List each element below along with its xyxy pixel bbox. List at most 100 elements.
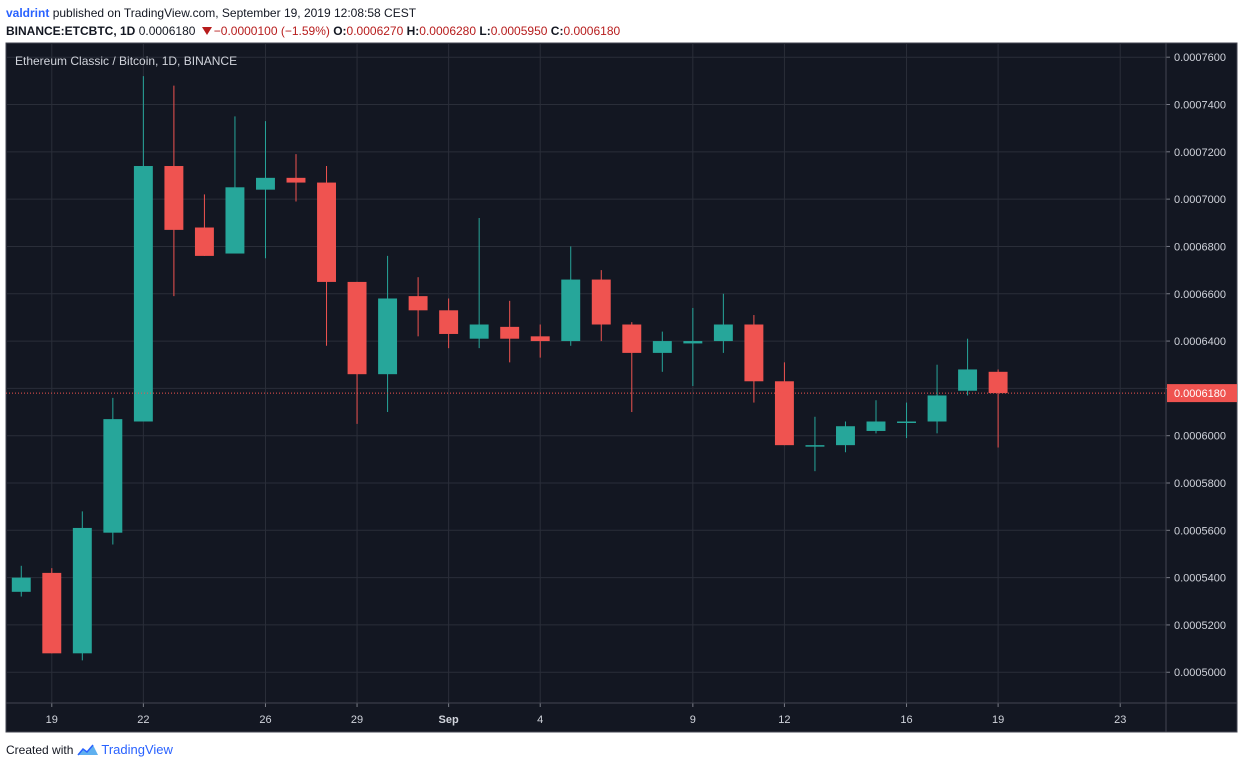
candle xyxy=(805,416,825,472)
y-tick-label: 0.0005400 xyxy=(1174,573,1226,585)
y-tick-label: 0.0007000 xyxy=(1174,194,1226,206)
chart-header: valdrint published on TradingView.com, S… xyxy=(6,4,1236,40)
x-tick-label: 22 xyxy=(137,714,149,726)
y-tick-label: 0.0005200 xyxy=(1174,620,1226,632)
candle xyxy=(469,218,489,349)
candle-body-up xyxy=(469,324,489,339)
candle xyxy=(866,400,886,434)
published-text: published on TradingView.com, September … xyxy=(52,6,417,20)
candle-body-down xyxy=(164,166,184,230)
y-tick-label: 0.0007600 xyxy=(1174,52,1226,64)
x-tick-label: 19 xyxy=(992,714,1004,726)
candle xyxy=(836,421,855,453)
x-tick-label: 26 xyxy=(259,714,271,726)
candle-body-up xyxy=(225,187,245,254)
candle-body-down xyxy=(530,336,550,342)
candle xyxy=(652,331,672,372)
open-value: 0.0006270 xyxy=(346,24,404,38)
publish-line: valdrint published on TradingView.com, S… xyxy=(6,4,1236,22)
candle xyxy=(133,76,153,422)
candle-body-up xyxy=(958,369,978,391)
candle xyxy=(958,338,978,396)
y-tick-label: 0.0006400 xyxy=(1174,336,1226,348)
candle xyxy=(194,194,214,256)
candle xyxy=(42,568,62,654)
candle-body-down xyxy=(317,182,336,282)
candle-layer xyxy=(11,76,1008,661)
candle-body-down xyxy=(439,310,459,334)
candle xyxy=(439,298,459,349)
close-value: 0.0006180 xyxy=(563,24,621,38)
candle xyxy=(378,255,398,413)
candle-body-up xyxy=(836,426,855,446)
candle xyxy=(347,281,367,424)
candle-body-up xyxy=(72,527,92,654)
close-label: C: xyxy=(550,24,564,38)
candle xyxy=(774,362,794,446)
candle xyxy=(408,277,428,337)
x-tick-label: Sep xyxy=(439,714,459,726)
author-link[interactable]: valdrint xyxy=(6,6,50,20)
y-tick-label: 0.0006000 xyxy=(1174,431,1226,443)
candle-body-down xyxy=(42,572,62,654)
candle xyxy=(713,293,733,353)
candle-body-up xyxy=(683,341,703,344)
candlestick-chart[interactable]: 0.0005000 0.0005200 0.0005400 0.0005600 0.00… xyxy=(0,0,1245,740)
candle xyxy=(256,121,275,259)
last-price: 0.0006180 xyxy=(138,24,196,38)
candle-body-down xyxy=(347,281,367,375)
candle-body-down xyxy=(500,326,520,339)
candle-body-down xyxy=(591,279,611,325)
candle xyxy=(286,154,306,202)
price-change: −0.0000100 (−1.59%) xyxy=(213,24,330,38)
candle xyxy=(683,307,703,387)
candle xyxy=(530,324,550,358)
candle xyxy=(11,565,31,597)
grid-layer xyxy=(6,43,1166,703)
current-price-label: 0.0006180 xyxy=(1174,388,1226,400)
candle-body-up xyxy=(103,419,123,533)
candle xyxy=(500,300,520,363)
candle-body-down xyxy=(286,177,306,183)
symbol-label: BINANCE:ETCBTC, 1D xyxy=(6,24,136,38)
candle-body-up xyxy=(897,421,916,423)
tradingview-brand-link[interactable]: TradingView xyxy=(101,742,173,757)
x-tick-label: 16 xyxy=(900,714,912,726)
candle xyxy=(622,322,642,413)
low-label: L: xyxy=(479,24,491,38)
current-price-tag xyxy=(1167,384,1237,403)
candle-body-up xyxy=(561,279,581,342)
created-with-text: Created with xyxy=(6,742,74,757)
candle xyxy=(744,315,764,403)
x-tick-label: 23 xyxy=(1114,714,1126,726)
high-value: 0.0006280 xyxy=(419,24,477,38)
candle-body-up xyxy=(652,341,672,353)
candle-body-down xyxy=(408,296,428,311)
candle-body-up xyxy=(256,177,275,190)
candle xyxy=(225,116,245,254)
candle xyxy=(897,402,916,439)
candle-body-down xyxy=(774,381,794,446)
y-tick-label: 0.0006600 xyxy=(1174,289,1226,301)
chart-title: Ethereum Classic / Bitcoin, 1D, BINANCE xyxy=(15,54,237,68)
candle-body-down xyxy=(194,227,214,256)
candle xyxy=(103,397,123,545)
candle xyxy=(561,246,581,346)
axis-layer: 0.0005000 0.0005200 0.0005400 0.0005600 0.00… xyxy=(6,43,1237,732)
candle-body-up xyxy=(713,324,733,342)
candle xyxy=(927,364,947,434)
candle-body-up xyxy=(866,421,886,431)
candle-body-down xyxy=(744,324,764,382)
candle-body-down xyxy=(622,324,642,353)
candle-body-up xyxy=(11,577,31,592)
x-tick-label: 9 xyxy=(690,714,696,726)
x-tick-label: 19 xyxy=(46,714,58,726)
y-tick-label: 0.0005800 xyxy=(1174,478,1226,490)
candle xyxy=(317,166,336,346)
chart-background xyxy=(5,42,1238,733)
y-tick-label: 0.0007400 xyxy=(1174,100,1226,112)
y-tick-label: 0.0006800 xyxy=(1174,241,1226,253)
tradingview-logo-icon xyxy=(77,744,99,755)
x-tick-label: 4 xyxy=(537,714,543,726)
candle-body-down xyxy=(988,371,1008,394)
